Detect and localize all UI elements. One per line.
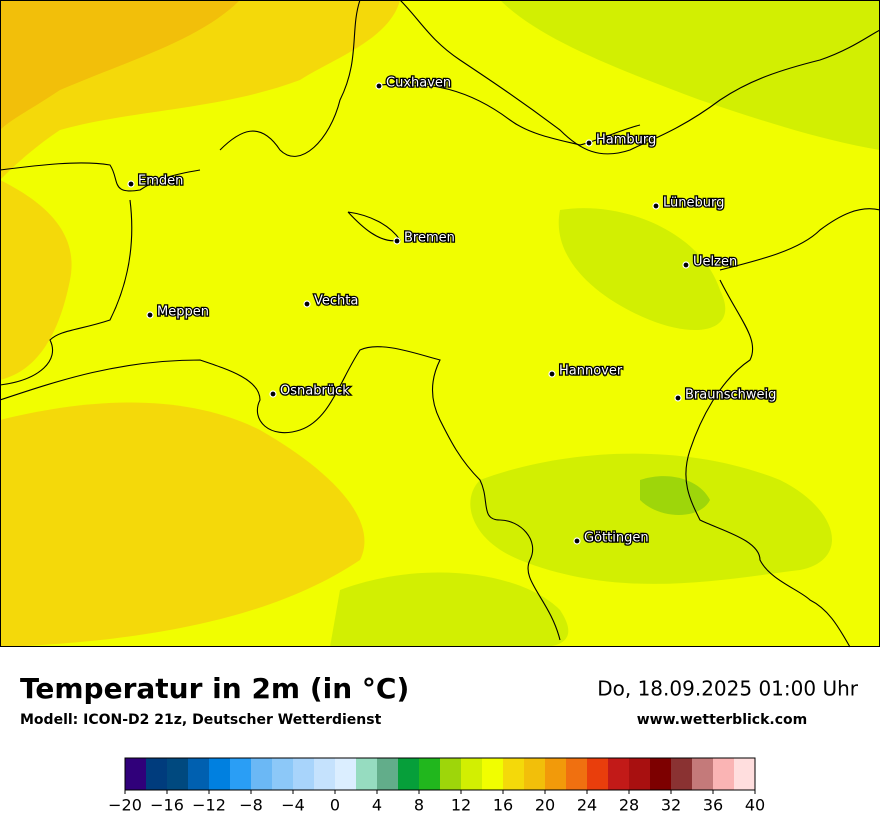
colorbar-segment bbox=[377, 758, 399, 790]
cool-area bbox=[470, 453, 833, 584]
border bbox=[0, 346, 561, 641]
city-label: Braunschweig bbox=[685, 388, 776, 403]
city-dot bbox=[573, 537, 581, 545]
date: Do, 18.09.2025 01:00 Uhr bbox=[597, 677, 859, 701]
colorbar-segment bbox=[398, 758, 420, 790]
colorbar-segment bbox=[335, 758, 357, 790]
cool-area bbox=[500, 0, 880, 150]
colorbar-segment bbox=[566, 758, 588, 790]
border bbox=[399, 0, 880, 155]
colorbar-segment bbox=[314, 758, 336, 790]
colorbar-segment bbox=[461, 758, 483, 790]
city-dot bbox=[393, 237, 401, 245]
colorbar-segment bbox=[650, 758, 672, 790]
city-label: Emden bbox=[138, 174, 183, 189]
colorbar-segment bbox=[524, 758, 546, 790]
city-dot bbox=[548, 370, 556, 378]
border bbox=[685, 279, 851, 648]
colorbar-tick-label: 20 bbox=[535, 796, 555, 815]
city-dot bbox=[303, 300, 311, 308]
colorbar-segment bbox=[692, 758, 714, 790]
colorbar-tick-label: 0 bbox=[330, 796, 340, 815]
colorbar-segment bbox=[293, 758, 315, 790]
city-label: Lüneburg bbox=[663, 196, 724, 211]
colorbar-tick-label: 24 bbox=[577, 796, 597, 815]
city-dot bbox=[269, 390, 277, 398]
website: www.wetterblick.com bbox=[637, 712, 808, 728]
colorbar-tick-label: 32 bbox=[661, 796, 681, 815]
warm-area bbox=[0, 180, 72, 380]
map bbox=[0, 0, 880, 648]
colorbar-segment bbox=[713, 758, 735, 790]
colorbar-segment bbox=[545, 758, 567, 790]
cool-area bbox=[640, 476, 710, 515]
colorbar-tick-label: 36 bbox=[703, 796, 723, 815]
city-label: Hannover bbox=[559, 364, 623, 379]
colorbar-segment bbox=[251, 758, 273, 790]
colorbar-segment bbox=[734, 758, 756, 790]
warm-area bbox=[0, 0, 240, 130]
city-dot bbox=[674, 394, 682, 402]
colorbar-segment bbox=[125, 758, 147, 790]
subtitle: Modell: ICON-D2 21z, Deutscher Wetterdie… bbox=[20, 712, 382, 728]
river bbox=[379, 83, 641, 146]
city-label: Göttingen bbox=[584, 531, 649, 546]
warm-area bbox=[0, 402, 365, 647]
colorbar-segment bbox=[272, 758, 294, 790]
city-label: Meppen bbox=[157, 305, 209, 320]
city-label: Osnabrück bbox=[280, 384, 350, 399]
colorbar-segment bbox=[440, 758, 462, 790]
colorbar-tick-label: −20 bbox=[108, 796, 142, 815]
city-dot bbox=[146, 311, 154, 319]
colorbar-tick-label: −8 bbox=[239, 796, 263, 815]
cool-area bbox=[330, 572, 569, 647]
title: Temperatur in 2m (in °C) bbox=[20, 672, 409, 705]
colorbar-tick-label: 4 bbox=[372, 796, 382, 815]
city-label: Cuxhaven bbox=[386, 76, 451, 91]
colorbar-frame bbox=[124, 757, 756, 791]
colorbar-segment bbox=[608, 758, 630, 790]
cities: Cuxhaven Hamburg Emden Lüneburg Bremen Uelzen… bbox=[127, 74, 778, 547]
colorbar-segment bbox=[587, 758, 609, 790]
coastline bbox=[219, 0, 361, 157]
colorbar-tick-label: −4 bbox=[281, 796, 305, 815]
city-dot bbox=[652, 202, 660, 210]
city-dot bbox=[127, 180, 135, 188]
city-label: Vechta bbox=[314, 294, 358, 309]
colorbar: −20 −16 −12 −8 −4 0 4 8 12 16 20 24 28 32 36 40 bbox=[108, 757, 765, 815]
colorbar-segment bbox=[230, 758, 252, 790]
city-dot bbox=[375, 82, 383, 90]
city-label: Hamburg bbox=[596, 133, 656, 148]
city-dot bbox=[585, 139, 593, 147]
colorbar-tick-label: 28 bbox=[619, 796, 639, 815]
colorbar-segment bbox=[482, 758, 504, 790]
colorbar-tick-label: 8 bbox=[414, 796, 424, 815]
colorbar-segment bbox=[188, 758, 210, 790]
colorbar-segment bbox=[209, 758, 231, 790]
colorbar-segment bbox=[629, 758, 651, 790]
coastline bbox=[0, 162, 201, 192]
colorbar-tick-label: 16 bbox=[493, 796, 513, 815]
colorbar-segment bbox=[503, 758, 525, 790]
city-dot bbox=[682, 261, 690, 269]
colorbar-tick-label: −12 bbox=[192, 796, 226, 815]
colorbar-segment bbox=[167, 758, 189, 790]
colorbar-segment bbox=[146, 758, 168, 790]
colorbar-segment bbox=[671, 758, 693, 790]
colorbar-segment bbox=[356, 758, 378, 790]
colorbar-tick-label: −16 bbox=[150, 796, 184, 815]
cool-area bbox=[558, 208, 726, 330]
colorbar-tick-label: 40 bbox=[745, 796, 765, 815]
city-label: Uelzen bbox=[693, 255, 737, 270]
city-label: Bremen bbox=[404, 231, 455, 246]
border bbox=[719, 208, 880, 271]
border bbox=[0, 199, 133, 386]
colorbar-segment bbox=[419, 758, 441, 790]
colorbar-tick-label: 12 bbox=[451, 796, 471, 815]
